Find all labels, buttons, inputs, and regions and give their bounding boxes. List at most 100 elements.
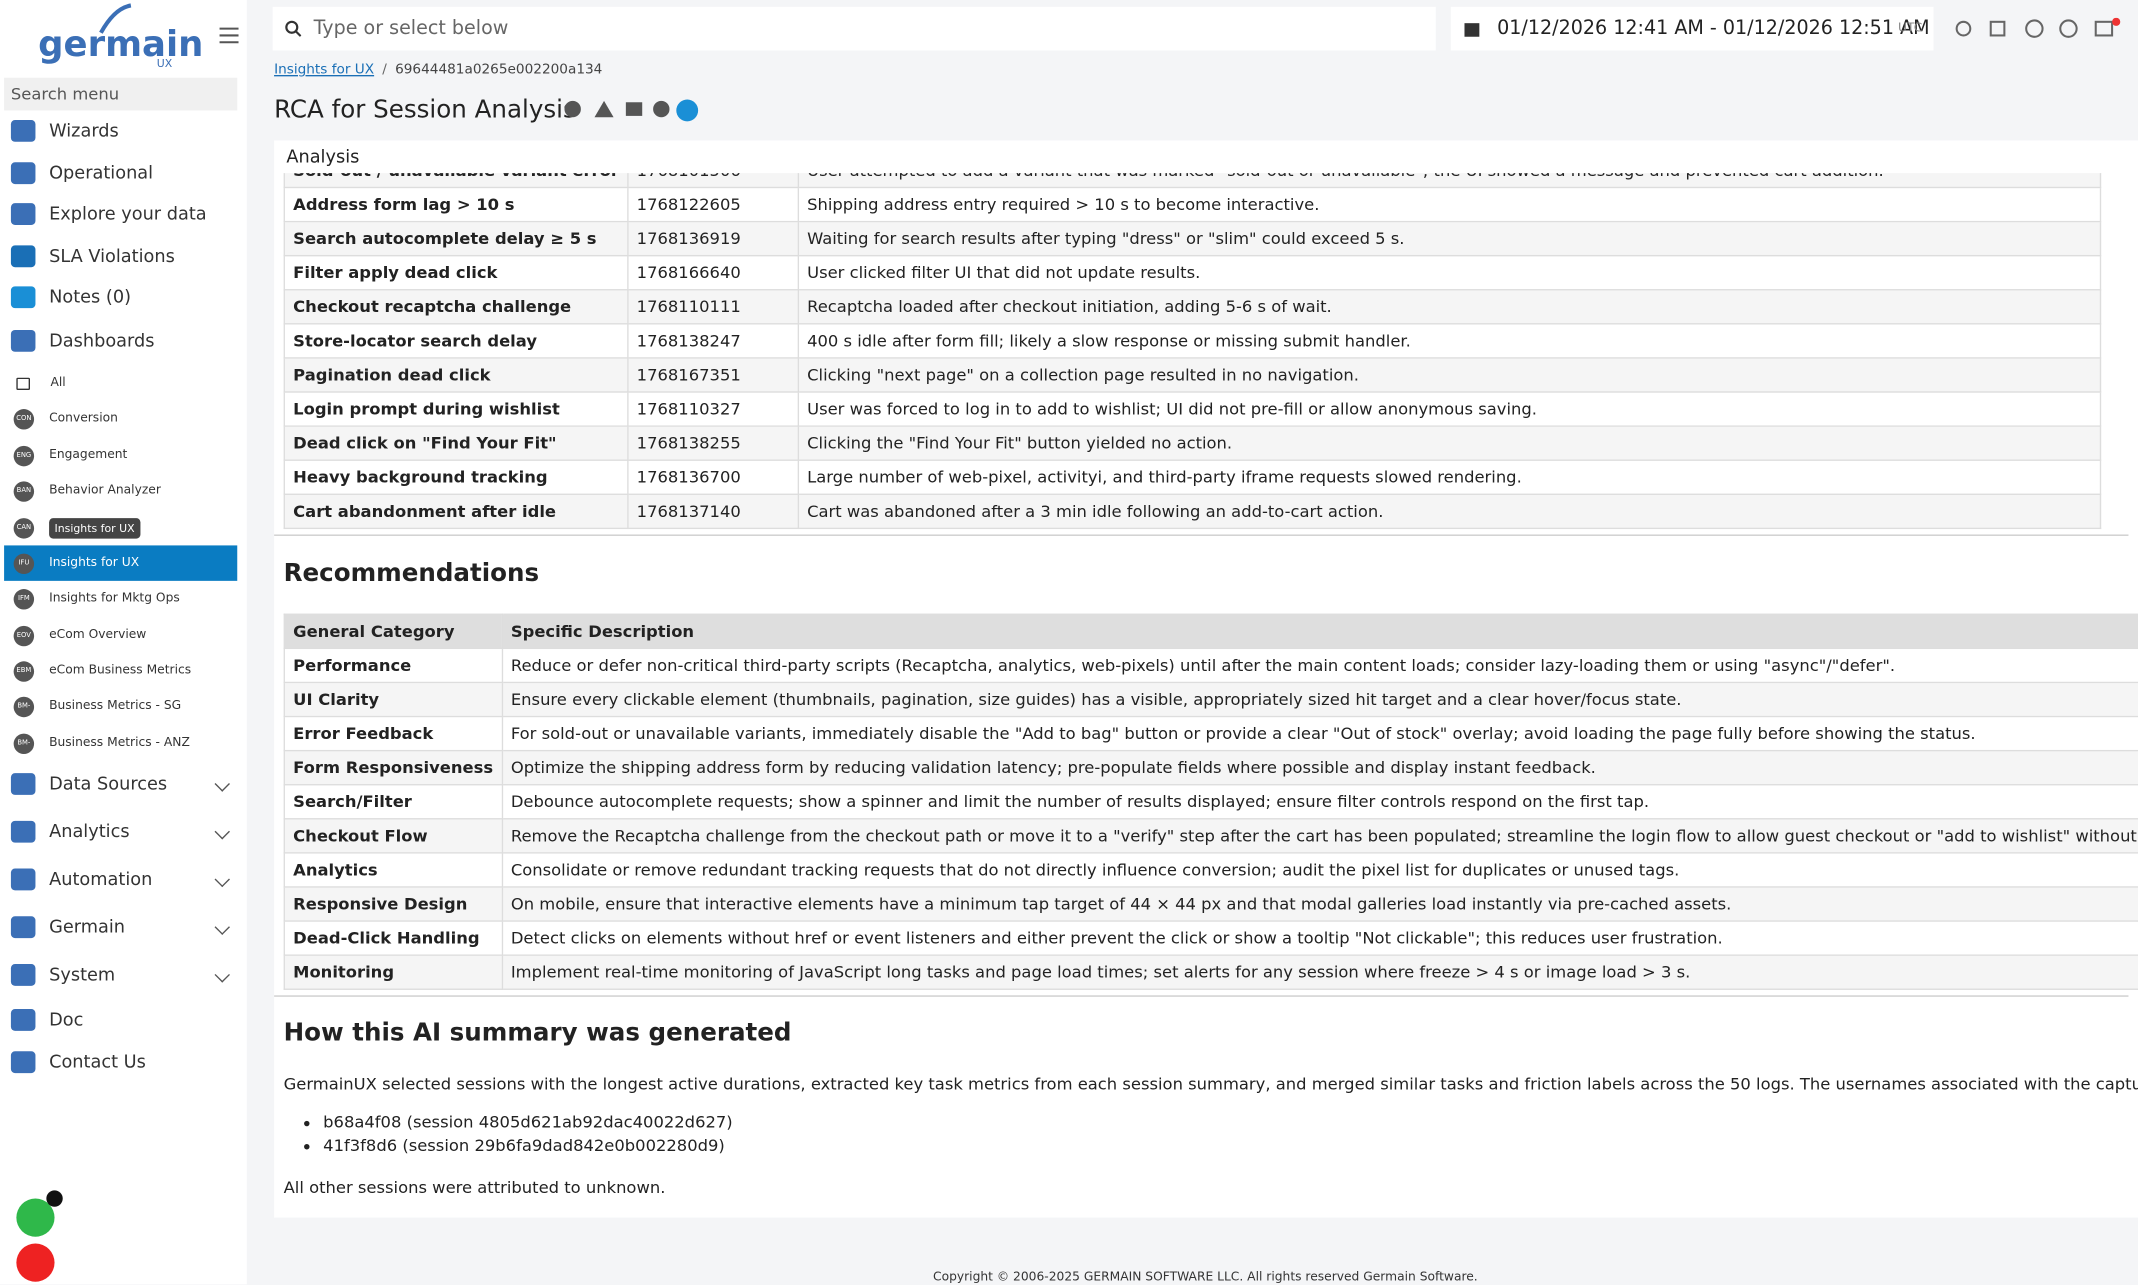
cell: Login prompt during wishlist [283, 391, 629, 427]
menu-item[interactable]: SLA Violations [10, 245, 175, 268]
menu-icon [10, 286, 36, 309]
cell: Error Feedback [283, 715, 503, 752]
cell: 1768110111 [627, 289, 799, 325]
menu-section[interactable]: Automation [10, 868, 236, 891]
tab[interactable]: Analysis [286, 147, 360, 168]
title-actions[interactable] [563, 98, 702, 123]
dashboard-item[interactable]: CON Conversion [4, 401, 237, 436]
feedback-buttons[interactable] [14, 1189, 69, 1284]
cell: Large number of web-pixel, activityi, an… [797, 459, 2102, 495]
recommendation-row: Dead-Click Handling Detect clicks on elem… [283, 920, 2138, 956]
recommendation-row: UI Clarity Ensure every clickable element… [283, 681, 2138, 718]
menu-section[interactable]: Germain [10, 916, 236, 939]
logo-swoosh [99, 3, 132, 34]
cell: 1768136700 [627, 459, 799, 495]
cell: Waiting for search results after typing … [797, 220, 2102, 257]
dashboard-label: Insights for Mktg Ops [49, 591, 180, 606]
menu-item[interactable]: Doc [10, 1009, 84, 1031]
cell: Checkout Flow [283, 818, 503, 854]
menu-label: Germain [49, 916, 125, 938]
dashboard-item[interactable]: BM- Business Metrics - ANZ [4, 725, 237, 760]
badge: CON [13, 408, 35, 429]
menu-section[interactable]: System [10, 964, 236, 986]
menu-search[interactable]: Search menu [4, 77, 238, 111]
dashboard-label: Engagement [49, 448, 128, 463]
menu-label: Doc [49, 1009, 84, 1031]
cell: 1768110327 [627, 391, 799, 427]
cell: Store-locator search delay [283, 323, 629, 359]
cell: Checkout recaptcha challenge [283, 289, 629, 325]
cell: 1768136919 [627, 220, 799, 257]
cell: Optimize the shipping address form by re… [501, 749, 2138, 786]
issues-row: Sold-out / unavailable variant error1768… [283, 173, 2102, 189]
cell: Recaptcha loaded after checkout initiati… [797, 289, 2102, 325]
menu-icon [10, 820, 36, 843]
cell: Pagination dead click [283, 357, 629, 393]
dashboard-item[interactable]: BAN Behavior Analyzer [4, 473, 237, 508]
dashboard-item[interactable]: EBM eCom Business Metrics [4, 653, 237, 688]
hamburger[interactable] [219, 27, 239, 44]
cell: Reduce or defer non-critical third-party… [501, 647, 2138, 684]
menu-icon [10, 162, 36, 185]
dashboard-item[interactable]: IFU Insights for UX [4, 545, 238, 581]
menu-item[interactable]: Wizards [10, 119, 119, 142]
chevron [214, 919, 230, 935]
recommendation-row: Performance Reduce or defer non-critical … [283, 647, 2138, 684]
badge: BM- [13, 696, 35, 717]
issues-row: Checkout recaptcha challenge 1768110111 Re… [283, 289, 2102, 325]
chevron [214, 871, 230, 888]
menu-item[interactable]: Dashboards [10, 329, 236, 352]
issues-table: Sold-out / unavailable variant error1768… [283, 173, 2102, 530]
menu-icon [10, 203, 36, 225]
dashboard-label: Business Metrics - SG [49, 699, 182, 714]
cell: User clicked filter UI that did not upda… [797, 254, 2102, 291]
badge: EOV [13, 625, 35, 646]
time-range: 01/12/2026 12:41 AM - 01/12/2026 12:51 A… [1497, 17, 1930, 40]
recommendations-table: General Category Specific Description Perf… [283, 613, 2138, 990]
issues-row: Address form lag > 10 s 1768122605 Shippin… [283, 186, 2102, 223]
cell: User was forced to log in to add to wish… [797, 391, 2102, 427]
cell: Dead-Click Handling [283, 920, 503, 956]
footer: Copyright © 2006-2025 GERMAIN SOFTWARE L… [933, 1270, 1478, 1285]
toolbar-icons[interactable] [1953, 17, 2138, 43]
issues-row: Dead click on "Find Your Fit" 1768138255 C… [283, 425, 2102, 461]
cell: Performance [283, 647, 503, 684]
menu-section[interactable]: Data Sources [10, 773, 236, 795]
dashboard-item[interactable]: BM- Business Metrics - SG [4, 689, 237, 724]
cell: Detect clicks on elements without href o… [501, 920, 2138, 956]
scroll-area: Sold-out / unavailable variant error1768… [274, 173, 2138, 1217]
search-bar[interactable]: Type or select below [272, 6, 1436, 51]
breadcrumb-link[interactable]: Insights for UX [274, 62, 375, 78]
menu-item[interactable]: Operational [10, 162, 153, 185]
cell: 1768122605 [627, 186, 799, 223]
dashboard-label: Behavior Analyzer [49, 484, 161, 498]
issues-row: Search autocomplete delay ≥ 5 s 176813691… [283, 220, 2102, 257]
menu-item[interactable]: Explore your data [10, 203, 207, 225]
list-item: 41f3f8d6 (session 29b6fa9dad842e0b002280… [323, 1134, 733, 1157]
dashboard-item[interactable]: EOV eCom Overview [4, 618, 237, 653]
menu-section[interactable]: Analytics [10, 820, 236, 843]
menu-icon [10, 119, 36, 142]
menu-item[interactable]: Notes (0) [10, 286, 131, 309]
dashboard-item[interactable]: IFM Insights for Mktg Ops [4, 581, 237, 616]
cell: 1768138255 [627, 425, 799, 461]
dashboard-item[interactable]: ENG Engagement [4, 438, 237, 473]
menu-label: Explore your data [49, 203, 207, 225]
issues-row: Pagination dead click 1768167351 Clicking … [283, 357, 2102, 393]
recommendation-row: Monitoring Implement real-time monitoring… [283, 954, 2138, 990]
menu-icon [10, 868, 36, 891]
time-picker[interactable]: 01/12/2026 12:41 AM - 01/12/2026 12:51 A… [1450, 6, 1934, 51]
dashboard-item[interactable]: All [4, 365, 237, 400]
dashboard-label: All [50, 376, 66, 390]
cell: Debounce autocomplete requests; show a s… [501, 784, 2138, 820]
cell: 1768137140 [627, 493, 799, 530]
menu-label: Data Sources [49, 773, 168, 795]
menu-icon [10, 964, 36, 986]
menu-item[interactable]: Contact Us [10, 1051, 146, 1074]
recommendation-row: Search/Filter Debounce autocomplete reque… [283, 784, 2138, 820]
dashboard-item[interactable]: CAN Insights for UX [4, 510, 237, 545]
breadcrumb-current: 69644481a0265e002200a134 [395, 62, 603, 78]
menu-icon [10, 245, 36, 268]
cell: 1768167351 [627, 357, 799, 393]
recommendation-row: Form Responsiveness Optimize the shipping… [283, 749, 2138, 786]
